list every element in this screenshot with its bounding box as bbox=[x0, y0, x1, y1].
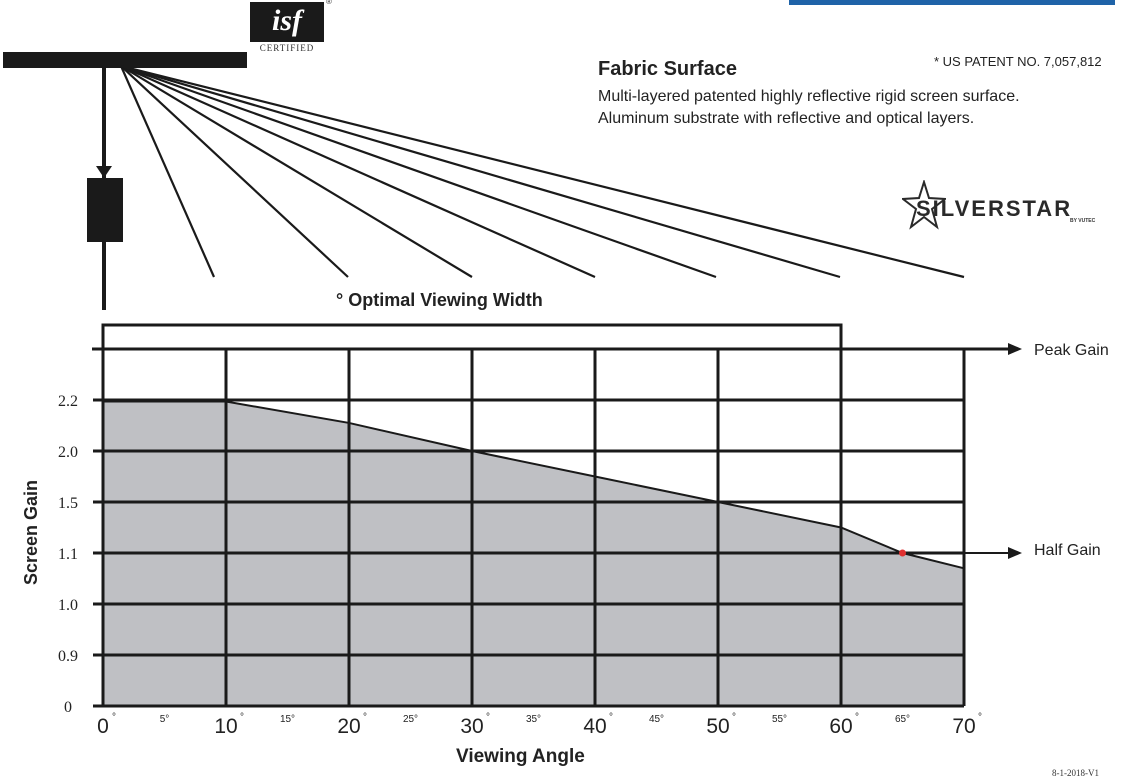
version-code: 8-1-2018-V1 bbox=[1052, 768, 1099, 778]
degree-mark: ° bbox=[855, 712, 859, 723]
isf-logo-mark: isf bbox=[250, 2, 324, 42]
description-line-1: Multi-layered patented highly reflective… bbox=[598, 88, 1020, 105]
x-tick-label: 70 bbox=[952, 715, 975, 738]
x-tick-label: 40 bbox=[583, 715, 606, 738]
x-minor-tick-label: 15° bbox=[280, 714, 295, 725]
registered-mark: ® bbox=[326, 0, 332, 6]
degree-mark: ° bbox=[363, 712, 367, 723]
y-tick-label: 1.5 bbox=[58, 495, 78, 512]
y-tick-label: 1.0 bbox=[58, 597, 78, 614]
y-tick-label: 2.2 bbox=[58, 393, 78, 410]
accent-bar bbox=[789, 0, 1115, 5]
viewing-ray-6 bbox=[120, 64, 965, 279]
optimal-width-bracket bbox=[101, 323, 843, 349]
viewing-ray-4 bbox=[120, 64, 717, 279]
degree-mark: ° bbox=[978, 712, 982, 723]
degree-mark: ° bbox=[112, 712, 116, 723]
viewing-ray-0 bbox=[119, 65, 216, 278]
projector-body bbox=[87, 178, 123, 242]
degree-mark: ° bbox=[732, 712, 736, 723]
viewing-ray-3 bbox=[120, 64, 596, 279]
y-axis-label: Screen Gain bbox=[21, 479, 41, 585]
ceiling-mount-bar bbox=[3, 52, 247, 68]
y-tick-label: 0 bbox=[64, 699, 72, 716]
arrow-right-icon bbox=[1008, 547, 1022, 559]
patent-note: * US PATENT NO. 7,057,812 bbox=[934, 54, 1102, 69]
isf-certified-logo: isf ® CERTIFIED bbox=[250, 0, 332, 54]
silverstar-logo: SILVERSTAR BY VUTEC bbox=[902, 180, 1106, 230]
star-icon bbox=[902, 180, 946, 230]
x-tick-label: 60 bbox=[829, 715, 852, 738]
half-gain-label: Half Gain bbox=[1034, 542, 1101, 559]
optimal-viewing-width-label: ° Optimal Viewing Width bbox=[336, 290, 543, 310]
arrow-down-icon bbox=[96, 166, 112, 178]
isf-certified-caption: CERTIFIED bbox=[259, 43, 315, 53]
x-minor-tick-label: 45° bbox=[649, 714, 664, 725]
viewing-ray-5 bbox=[120, 64, 841, 279]
y-tick-label: 0.9 bbox=[58, 648, 78, 665]
peak-gain-label: Peak Gain bbox=[1034, 342, 1109, 359]
viewing-ray-1 bbox=[120, 65, 349, 278]
plot-area: 00.91.01.11.52.02.20 ° 10 ° 20 ° 30 ° 40 ° 50 ° 60 ° 7… bbox=[58, 323, 1022, 738]
x-minor-tick-label: 55° bbox=[772, 714, 787, 725]
x-axis-label: Viewing Angle bbox=[456, 746, 585, 767]
x-minor-tick-label: 65° bbox=[895, 714, 910, 725]
viewing-rays bbox=[119, 64, 965, 279]
arrow-right-icon bbox=[1008, 343, 1022, 355]
x-tick-label: 10 bbox=[214, 715, 237, 738]
viewing-ray-2 bbox=[120, 65, 473, 278]
half-gain-marker bbox=[899, 549, 906, 557]
x-tick-label: 0 bbox=[97, 715, 109, 738]
x-tick-label: 20 bbox=[337, 715, 360, 738]
degree-mark: ° bbox=[486, 712, 490, 723]
degree-mark: ° bbox=[240, 712, 244, 723]
x-minor-tick-label: 5° bbox=[160, 714, 170, 725]
description-line-2: Aluminum substrate with reflective and o… bbox=[598, 110, 975, 127]
x-tick-label: 30 bbox=[460, 715, 483, 738]
projector-diagram bbox=[3, 52, 247, 310]
x-minor-tick-label: 35° bbox=[526, 714, 541, 725]
y-tick-label: 1.1 bbox=[58, 546, 78, 563]
x-minor-tick-label: 25° bbox=[403, 714, 418, 725]
brand-name: SILVERSTAR bbox=[916, 196, 1073, 221]
x-tick-label: 50 bbox=[706, 715, 729, 738]
brand-subtitle: BY VUTEC bbox=[1070, 218, 1096, 224]
fabric-surface-title: Fabric Surface bbox=[598, 58, 737, 80]
degree-mark: ° bbox=[609, 712, 613, 723]
y-tick-label: 2.0 bbox=[58, 444, 78, 461]
